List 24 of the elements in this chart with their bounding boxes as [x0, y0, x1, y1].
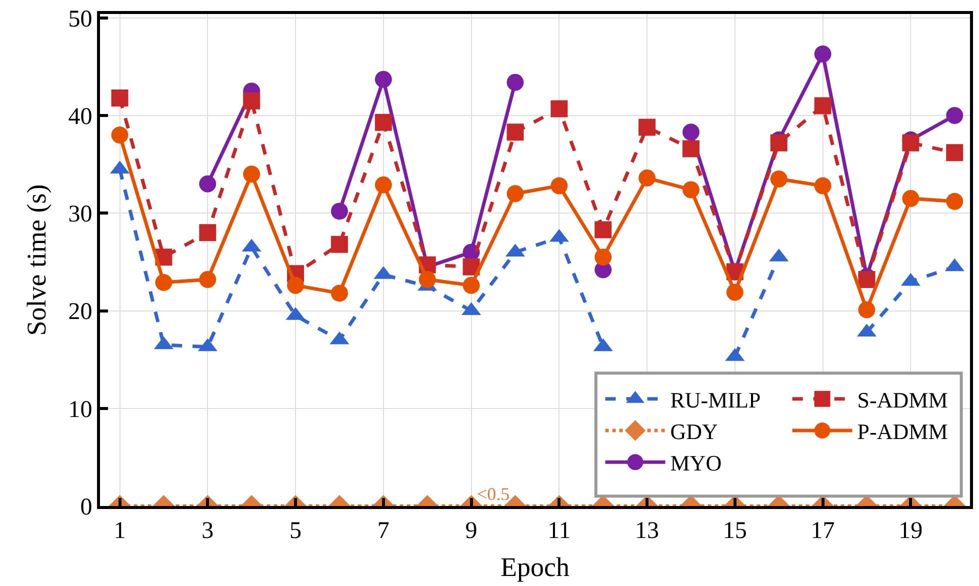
- legend-label: P-ADMM: [857, 419, 948, 444]
- legend-label: MYO: [670, 450, 722, 476]
- x-tick-label: 3: [202, 518, 214, 544]
- annotation: <0.5: [477, 484, 510, 504]
- x-tick-label: 5: [290, 518, 302, 544]
- x-tick-label: 15: [722, 518, 747, 544]
- legend-label: RU-MILP: [670, 387, 761, 412]
- legend-label: GDY: [670, 419, 718, 444]
- x-tick-label: 1: [114, 518, 126, 544]
- y-tick-label: 50: [68, 6, 92, 32]
- x-tick-label: 19: [898, 518, 923, 544]
- y-tick-label: 40: [68, 104, 92, 130]
- x-axis-title: Epoch: [500, 552, 570, 582]
- y-tick-label: 30: [68, 202, 92, 228]
- y-axis-title: Solve time (s): [21, 184, 52, 336]
- x-tick-label: 9: [465, 518, 478, 544]
- x-tick-label: 17: [810, 518, 835, 544]
- x-tick-label: 7: [377, 518, 390, 544]
- y-tick-label: 20: [68, 299, 92, 326]
- y-tick-label: 0: [80, 494, 92, 520]
- x-tick-label: 11: [548, 518, 571, 544]
- legend-label: S-ADMM: [857, 387, 948, 412]
- x-tick-label: 13: [635, 518, 660, 544]
- y-tick-label: 10: [68, 396, 92, 423]
